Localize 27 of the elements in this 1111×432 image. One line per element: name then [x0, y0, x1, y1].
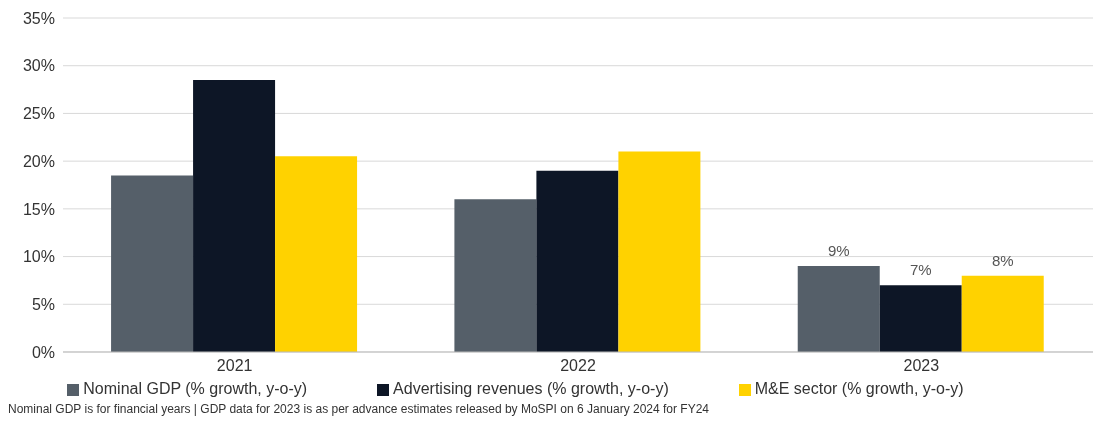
y-tick-label: 35%: [22, 9, 55, 27]
legend-label: M&E sector (% growth, y-o-y): [754, 380, 964, 397]
data-label: 9%: [827, 242, 850, 260]
y-tick-label: 15%: [22, 200, 55, 218]
x-tick-label: 2022: [560, 357, 596, 375]
legend-label: Nominal GDP (% growth, y-o-y): [83, 380, 308, 397]
y-tick-label: 0%: [31, 343, 55, 361]
x-tick-label: 2023: [903, 357, 940, 375]
y-tick-label: 10%: [22, 248, 55, 266]
data-label: 8%: [991, 251, 1014, 269]
bar: [797, 266, 880, 352]
data-label: 7%: [909, 261, 932, 279]
bar: [618, 151, 701, 352]
y-tick-label: 25%: [22, 105, 55, 123]
bar: [879, 285, 962, 352]
y-tick-label: 5%: [31, 295, 55, 313]
bar: [961, 275, 1044, 352]
x-tick-label: 2021: [216, 357, 253, 375]
y-tick-label: 20%: [22, 152, 55, 170]
text: Nominal GDP is for financial years | GDP data for 2023 is as per advance estimates released by MoSPI on 6 January 2024 for FY24: [8, 402, 711, 416]
bar: [111, 175, 194, 352]
bar: [536, 170, 619, 352]
bar: [454, 199, 537, 352]
y-tick-label: 30%: [22, 57, 55, 75]
legend-label: Advertising revenues (% growth, y-o-y): [393, 380, 669, 397]
bar: [275, 156, 358, 352]
bar: [193, 80, 276, 352]
